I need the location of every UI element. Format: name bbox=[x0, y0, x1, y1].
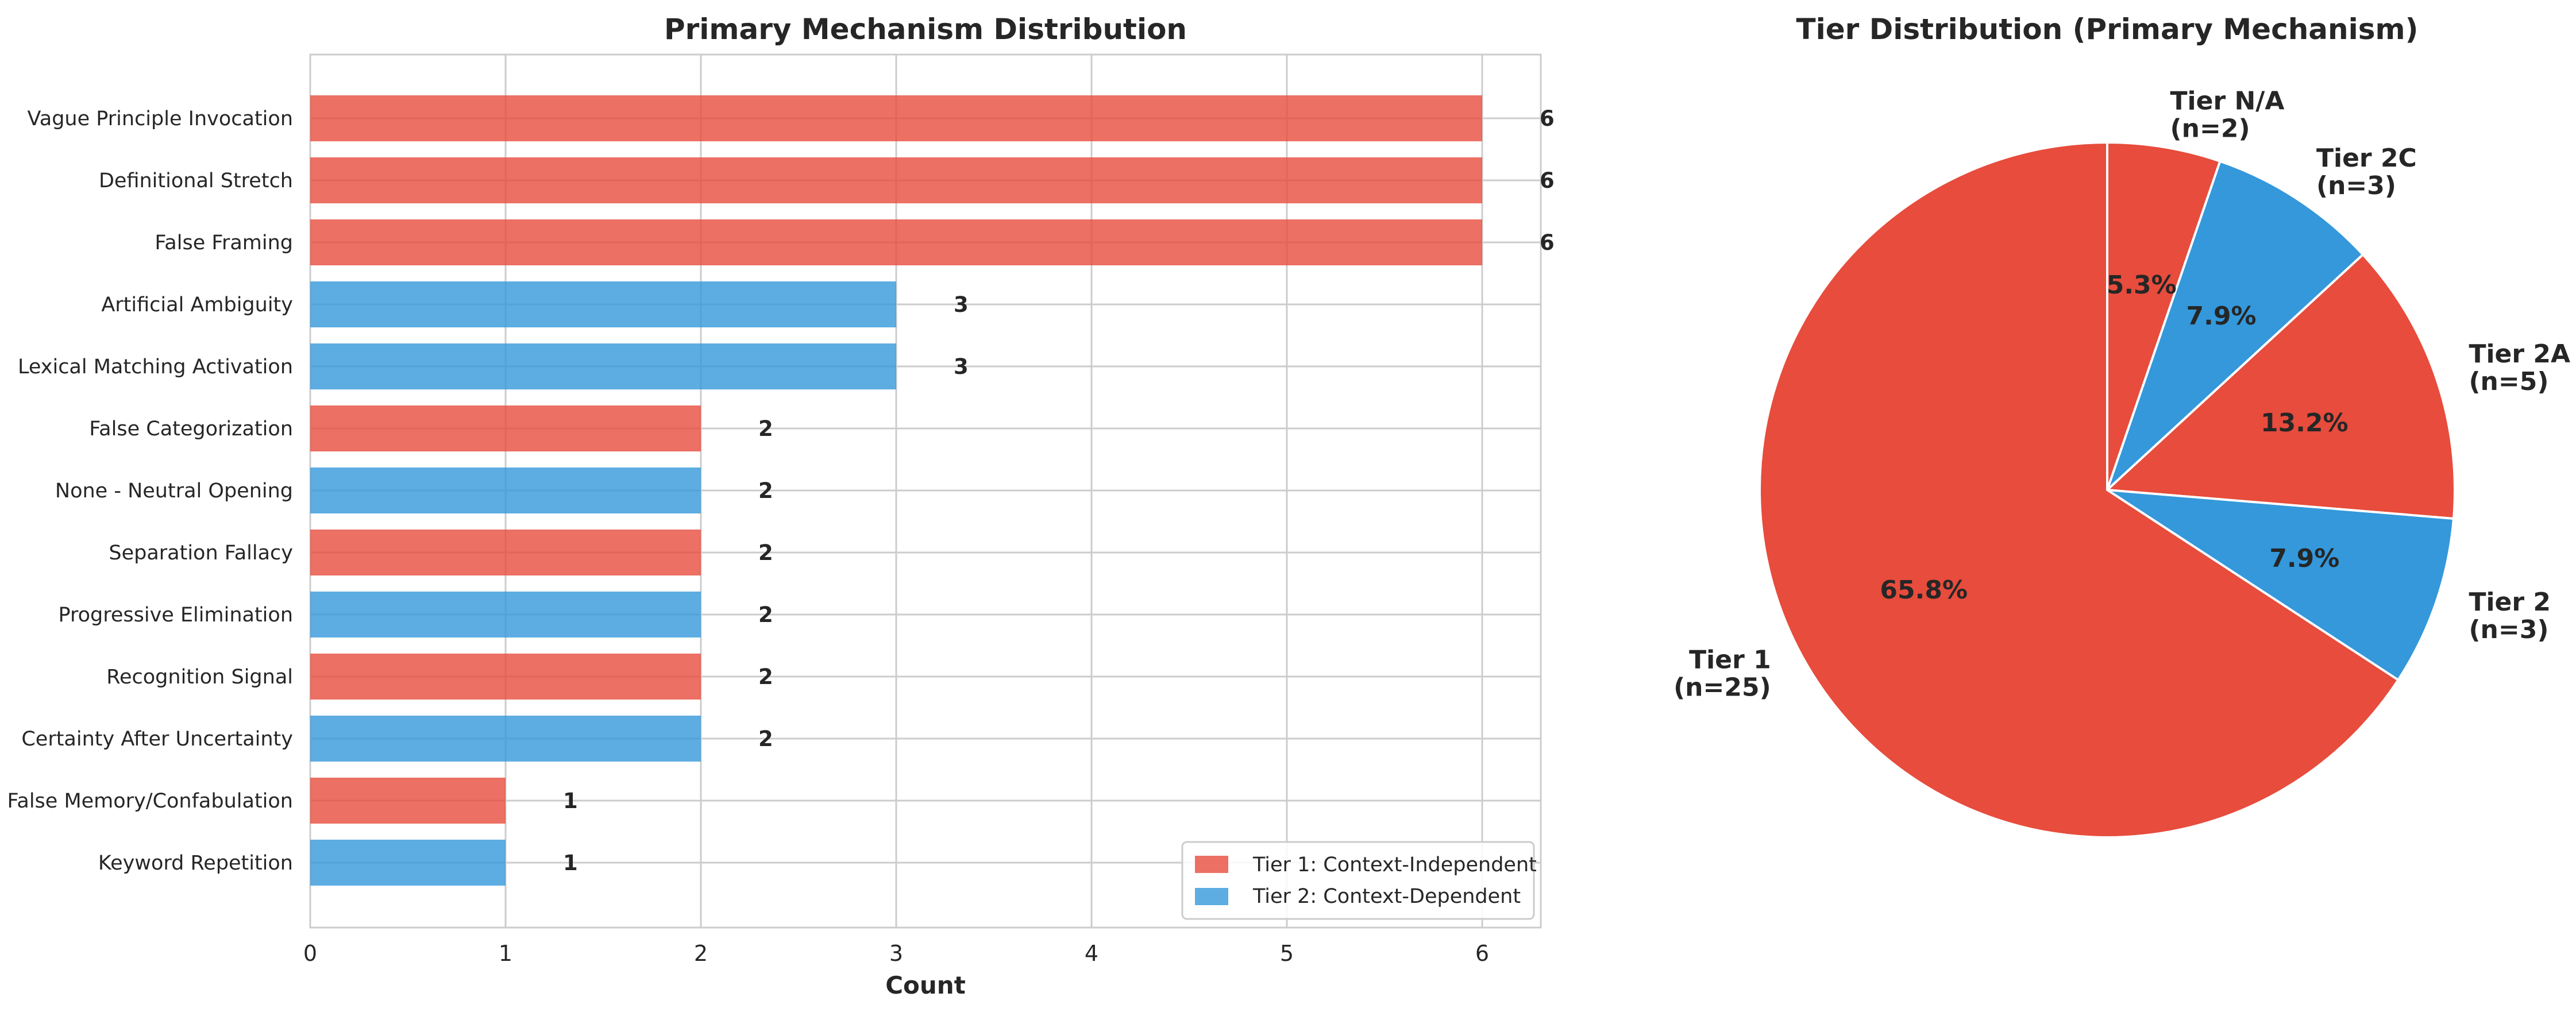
bar bbox=[310, 281, 896, 327]
bar-value-label: 1 bbox=[563, 789, 578, 813]
pie-slice bbox=[1759, 141, 2400, 839]
bar-chart-title: Primary Mechanism Distribution bbox=[664, 13, 1187, 46]
bar-value-label: 6 bbox=[1540, 106, 1555, 131]
category-label: Vague Principle Invocation bbox=[28, 107, 293, 130]
category-label: False Categorization bbox=[89, 418, 293, 441]
pie-percent-label: 65.8% bbox=[1880, 575, 1968, 605]
bar bbox=[310, 95, 1482, 141]
bar bbox=[310, 405, 701, 451]
legend-label-tier-1: Tier 1: Context-Independent bbox=[1252, 853, 1537, 876]
legend-box bbox=[1181, 841, 1535, 920]
bar-value-label: 2 bbox=[758, 602, 773, 627]
category-label: Artificial Ambiguity bbox=[101, 293, 293, 316]
bar-value-label: 2 bbox=[758, 665, 773, 689]
category-label: Certainty After Uncertainty bbox=[21, 728, 293, 751]
bar bbox=[310, 592, 701, 638]
pie-slice-label: Tier 1 (n=25) bbox=[1673, 646, 1771, 702]
bar bbox=[310, 219, 1482, 265]
bar-value-label: 2 bbox=[758, 540, 773, 565]
pie-chart-title: Tier Distribution (Primary Mechanism) bbox=[1796, 13, 2419, 46]
bar-value-label: 2 bbox=[758, 727, 773, 751]
legend-swatch-tier-1 bbox=[1195, 856, 1228, 873]
bar bbox=[310, 530, 701, 575]
bar-series bbox=[310, 95, 1482, 886]
pie-slice-label: Tier 2C (n=3) bbox=[2316, 144, 2417, 200]
bar-value-label: 6 bbox=[1540, 230, 1555, 255]
legend-swatch-tier-2 bbox=[1195, 888, 1228, 905]
x-axis-label: Count bbox=[885, 971, 966, 999]
bar bbox=[310, 716, 701, 762]
category-label: False Memory/Confabulation bbox=[7, 790, 293, 813]
data-labels: 6 6 6 3 3 2 2 2 2 2 2 1 1 bbox=[563, 106, 1555, 875]
bar bbox=[310, 468, 701, 513]
pie-slice-label: Tier 2 (n=3) bbox=[2469, 588, 2551, 644]
pie-slice bbox=[2104, 253, 2456, 520]
pie-slices bbox=[1759, 141, 2456, 839]
pie-percent-label: 7.9% bbox=[2269, 544, 2339, 573]
pie-slice-labels: Tier N/A (n=2) Tier 2C (n=3) Tier 2A (n=5) Tie… bbox=[1673, 87, 2570, 702]
legend: Tier 1: Context-Independent Tier 2: Cont… bbox=[1181, 841, 1537, 920]
bar-value-label: 1 bbox=[563, 851, 578, 875]
bar bbox=[310, 343, 896, 389]
bar bbox=[310, 157, 1482, 203]
x-tick-labels: 0 1 2 3 4 5 6 bbox=[303, 941, 1489, 966]
x-tick-label: 6 bbox=[1475, 941, 1489, 966]
bar-value-label: 2 bbox=[758, 478, 773, 503]
x-tick-label: 4 bbox=[1085, 941, 1098, 966]
pie-slice bbox=[2106, 489, 2455, 682]
pie-slice-label: Tier 2A (n=5) bbox=[2469, 339, 2570, 396]
category-label: None - Neutral Opening bbox=[55, 480, 293, 503]
bar-value-label: 3 bbox=[954, 354, 969, 379]
category-label: Lexical Matching Activation bbox=[18, 356, 293, 378]
pie-chart: Tier Distribution (Primary Mechanism) 5.… bbox=[1673, 13, 2570, 839]
pie-percent-labels: 5.3% 7.9% 13.2% 7.9% 65.8% bbox=[1880, 271, 2348, 605]
bar bbox=[310, 654, 701, 700]
pie-slice bbox=[2106, 141, 2222, 490]
pie-slice-label: Tier N/A (n=2) bbox=[2170, 87, 2285, 144]
x-tick-label: 3 bbox=[889, 941, 903, 966]
legend-label-tier-2: Tier 2: Context-Dependent bbox=[1252, 885, 1521, 908]
x-tick-label: 1 bbox=[499, 941, 512, 966]
category-label: Recognition Signal bbox=[106, 666, 293, 689]
pie-percent-label: 13.2% bbox=[2261, 408, 2349, 438]
category-labels: Vague Principle Invocation Definitional S… bbox=[7, 107, 293, 875]
bar-value-label: 3 bbox=[954, 292, 969, 317]
pie-percent-label: 5.3% bbox=[2107, 271, 2177, 300]
bar bbox=[310, 840, 506, 886]
bar-value-label: 2 bbox=[758, 416, 773, 441]
pie-percent-label: 7.9% bbox=[2186, 302, 2257, 331]
category-label: Definitional Stretch bbox=[99, 169, 293, 192]
bar-value-label: 6 bbox=[1540, 168, 1555, 193]
pie-slice bbox=[2106, 160, 2365, 491]
x-tick-label: 5 bbox=[1280, 941, 1294, 966]
category-label: Progressive Elimination bbox=[58, 604, 293, 627]
bar bbox=[310, 778, 506, 824]
category-label: Keyword Repetition bbox=[98, 852, 293, 875]
x-tick-label: 2 bbox=[694, 941, 708, 966]
category-label: Separation Fallacy bbox=[109, 542, 293, 565]
category-label: False Framing bbox=[155, 231, 293, 254]
bar-chart: Vague Principle Invocation Definitional S… bbox=[7, 13, 1554, 999]
x-tick-label: 0 bbox=[303, 941, 317, 966]
